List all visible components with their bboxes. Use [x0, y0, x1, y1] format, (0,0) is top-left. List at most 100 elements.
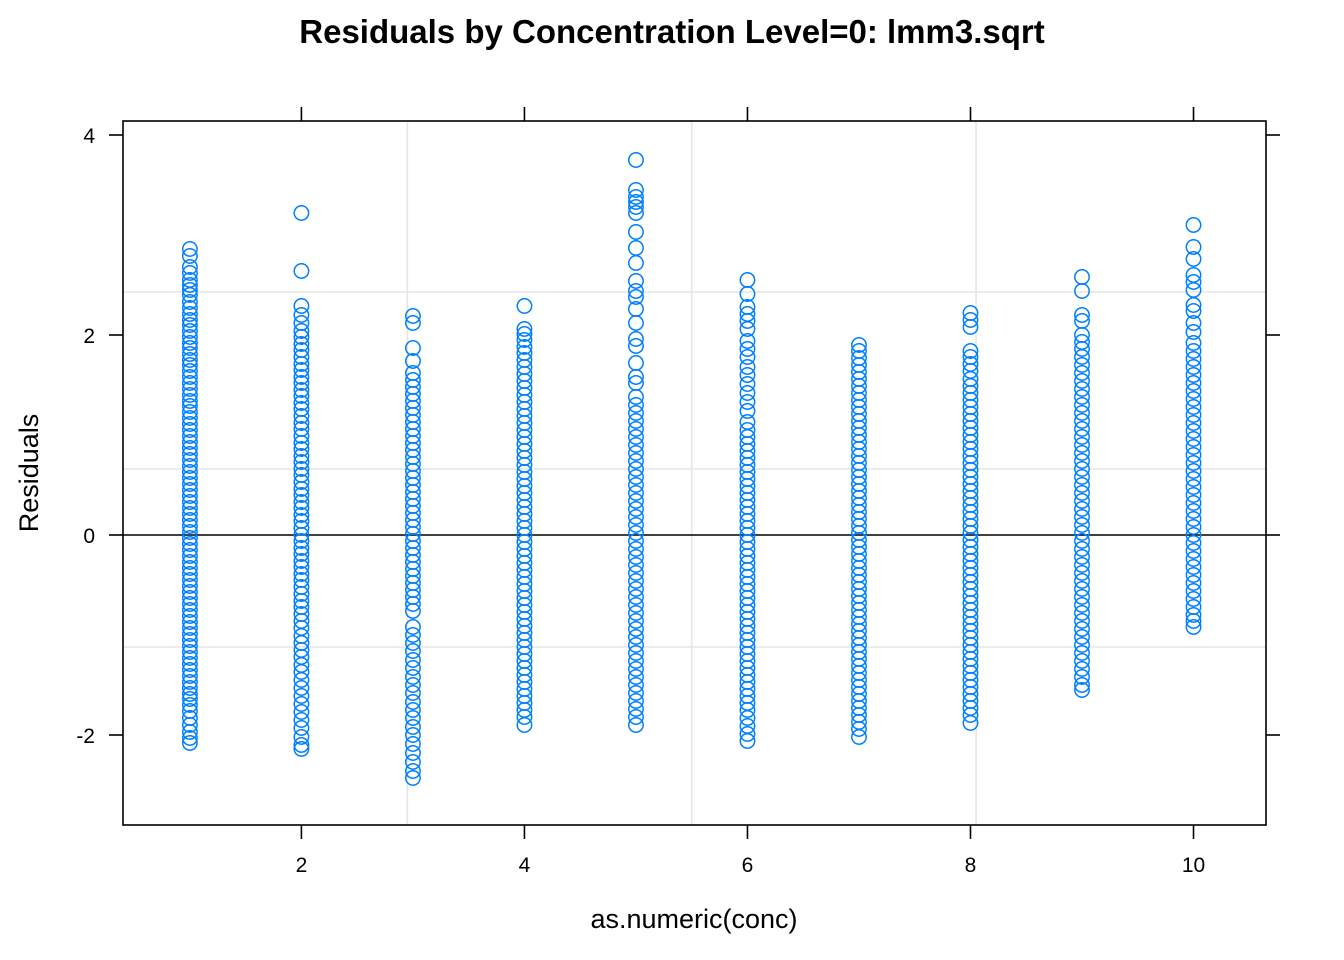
point-column-x8: [962, 305, 979, 731]
point-column-x5: [628, 152, 644, 733]
data-point: [628, 605, 644, 621]
plot-frame: [122, 120, 1267, 826]
data-point: [1185, 607, 1202, 623]
data-point: [628, 445, 644, 461]
data-point: [1185, 599, 1202, 615]
data-point: [516, 298, 533, 314]
data-point: [1074, 541, 1090, 557]
data-point: [1074, 517, 1090, 533]
data-point: [1185, 591, 1202, 607]
data-point: [628, 453, 644, 469]
data-point: [1185, 559, 1202, 575]
data-point: [181, 422, 198, 438]
data-point: [1074, 341, 1090, 357]
data-point: [628, 315, 644, 331]
data-point: [1074, 429, 1090, 445]
data-point: [1185, 463, 1202, 479]
data-point: [1185, 251, 1202, 267]
data-point: [628, 533, 644, 549]
data-point: [181, 686, 198, 702]
data-point: [1185, 423, 1202, 439]
data-point: [293, 388, 310, 404]
data-point: [1185, 343, 1202, 359]
data-point: [404, 619, 421, 635]
y-tick-label: 0: [83, 525, 95, 548]
data-point: [1074, 477, 1090, 493]
data-point: [1185, 217, 1202, 233]
data-point: [404, 736, 421, 752]
data-point: [739, 321, 756, 337]
data-point: [181, 735, 198, 751]
data-point: [739, 394, 756, 410]
data-point: [739, 272, 756, 288]
x-tick-label: 8: [965, 854, 977, 877]
data-point: [628, 621, 644, 637]
data-point: [181, 608, 198, 624]
data-point: [628, 205, 644, 221]
data-point: [181, 306, 198, 322]
data-point: [1185, 527, 1202, 543]
data-point: [181, 724, 198, 740]
data-point: [181, 428, 198, 444]
data-point: [404, 770, 421, 786]
data-point: [1074, 485, 1090, 501]
data-point: [1074, 613, 1090, 629]
data-point: [1074, 437, 1090, 453]
data-point: [1074, 661, 1090, 677]
data-point: [404, 754, 421, 770]
data-point: [628, 541, 644, 557]
data-point: [181, 656, 198, 672]
data-point: [181, 572, 198, 588]
data-point: [181, 440, 198, 456]
data-point: [628, 461, 644, 477]
data-point: [181, 464, 198, 480]
data-point: [293, 474, 310, 490]
data-point: [293, 336, 310, 352]
data-point: [516, 321, 533, 337]
data-point: [1185, 407, 1202, 423]
data-point: [628, 189, 644, 205]
data-point: [1074, 365, 1090, 381]
data-point: [628, 405, 644, 421]
data-point: [1185, 399, 1202, 415]
data-point: [181, 674, 198, 690]
data-point: [181, 393, 198, 409]
data-point: [628, 669, 644, 685]
data-point: [181, 717, 198, 733]
data-point: [181, 500, 198, 516]
data-point: [628, 331, 644, 347]
data-point: [1185, 367, 1202, 383]
data-point: [404, 340, 421, 356]
data-point: [293, 507, 310, 523]
data-point: [1074, 269, 1090, 285]
data-point: [404, 660, 421, 676]
data-point: [739, 403, 756, 419]
data-point: [1074, 389, 1090, 405]
data-point: [1185, 495, 1202, 511]
data-point: [1074, 565, 1090, 581]
data-point: [1074, 557, 1090, 573]
data-point: [1185, 471, 1202, 487]
data-point: [181, 542, 198, 558]
data-point: [404, 635, 421, 651]
data-point: [962, 319, 979, 335]
data-point: [628, 437, 644, 453]
data-point: [293, 307, 310, 323]
data-point: [293, 664, 310, 680]
data-point: [628, 645, 644, 661]
data-point: [404, 308, 421, 324]
data-point: [516, 709, 533, 725]
data-point: [962, 707, 979, 723]
data-point: [628, 429, 644, 445]
data-point: [404, 702, 421, 718]
data-point: [1185, 239, 1202, 255]
data-point: [293, 527, 310, 543]
data-point: [1074, 573, 1090, 589]
data-point: [739, 726, 756, 742]
data-point: [181, 248, 198, 264]
data-point: [1074, 413, 1090, 429]
data-point: [739, 313, 756, 329]
data-point: [293, 435, 310, 451]
data-point: [293, 720, 310, 736]
data-point: [739, 367, 756, 383]
